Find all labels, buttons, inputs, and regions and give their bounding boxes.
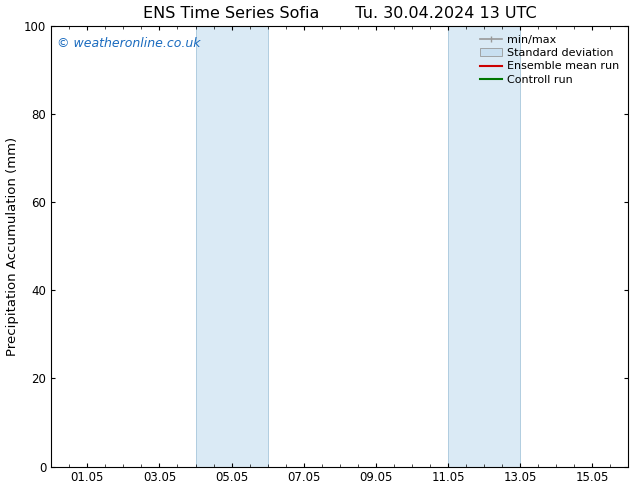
Y-axis label: Precipitation Accumulation (mm): Precipitation Accumulation (mm) — [6, 137, 18, 356]
Text: © weatheronline.co.uk: © weatheronline.co.uk — [57, 37, 200, 50]
Bar — [195, 26, 268, 466]
Bar — [448, 26, 521, 466]
Title: ENS Time Series Sofia       Tu. 30.04.2024 13 UTC: ENS Time Series Sofia Tu. 30.04.2024 13 … — [143, 5, 536, 21]
Legend: min/max, Standard deviation, Ensemble mean run, Controll run: min/max, Standard deviation, Ensemble me… — [476, 31, 623, 88]
